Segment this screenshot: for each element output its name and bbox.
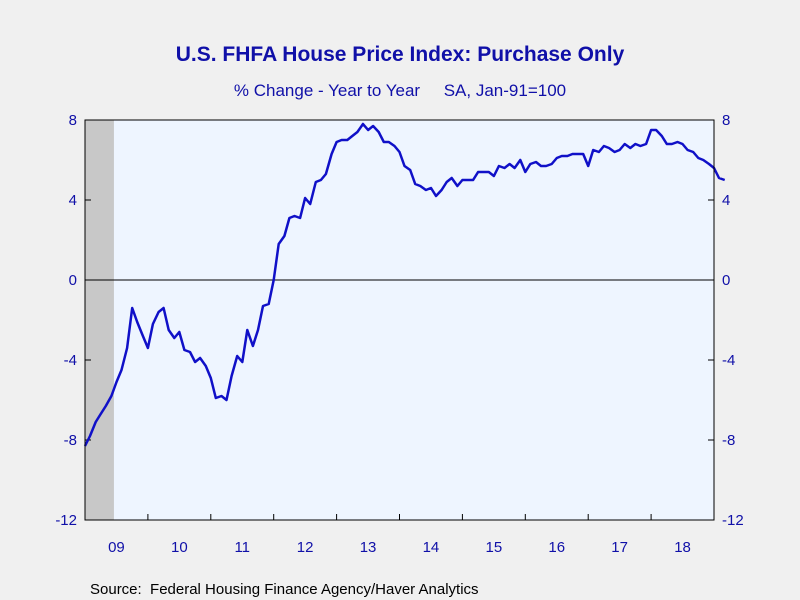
y-tick-label-left: -4 — [64, 352, 77, 369]
x-tick-label: 16 — [548, 539, 565, 556]
x-tick-label: 18 — [674, 539, 691, 556]
y-tick-label-right: 4 — [722, 192, 730, 209]
y-tick-label-left: 0 — [69, 272, 77, 289]
x-tick-label: 14 — [423, 539, 440, 556]
x-tick-label: 10 — [171, 539, 188, 556]
y-tick-label-left: -12 — [55, 512, 77, 529]
source-note: Source: Federal Housing Finance Agency/H… — [90, 581, 479, 598]
x-axis: 09 10 11 12 13 14 15 16 17 18 — [108, 539, 691, 556]
y-tick-label-right: 8 — [722, 112, 730, 129]
y-axis-right: 8 4 0 -4 -8 -12 — [722, 112, 744, 529]
series-line — [83, 122, 726, 447]
y-tick-label-right: -4 — [722, 352, 735, 369]
plot-area — [85, 120, 714, 520]
chart-subtitle: % Change - Year to Year SA, Jan-91=100 — [234, 81, 566, 100]
x-tick-label: 17 — [611, 539, 628, 556]
plot-frame — [84, 119, 715, 521]
y-tick-label-right: -8 — [722, 432, 735, 449]
y-axis-left: 8 4 0 -4 -8 -12 — [55, 112, 77, 529]
y-tick-label-left: 8 — [69, 112, 77, 129]
x-tick-label: 11 — [234, 539, 250, 556]
y-tick-label-right: -12 — [722, 512, 744, 529]
x-tick-label: 09 — [108, 539, 125, 556]
y-tick-label-left: -8 — [64, 432, 77, 449]
x-tick-label: 13 — [360, 539, 377, 556]
y-tick-label-right: 0 — [722, 272, 730, 289]
recession-band — [85, 120, 114, 520]
x-tick-label: 12 — [297, 539, 314, 556]
chart-title: U.S. FHFA House Price Index: Purchase On… — [176, 43, 625, 66]
recession-band-group — [85, 120, 114, 520]
y-tick-label-left: 4 — [69, 192, 77, 209]
x-tick-label: 15 — [486, 539, 503, 556]
